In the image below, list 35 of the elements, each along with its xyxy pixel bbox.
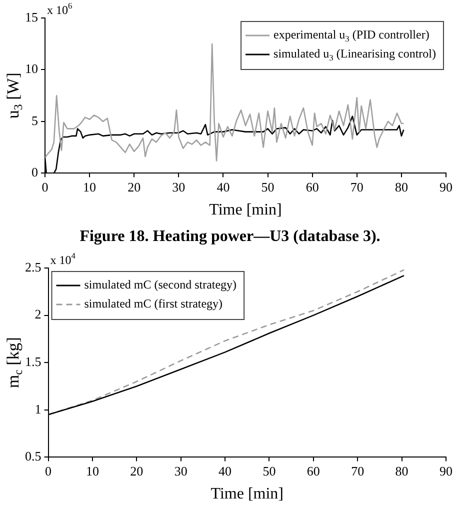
x-tick-label: 0 [45,463,52,478]
x-tick-label: 30 [172,179,186,194]
x-tick-label: 70 [351,463,364,478]
y-axis-title: mc [kg] [3,337,26,388]
x-tick-label: 90 [440,463,452,478]
y-tick-label: 1 [34,401,42,416]
x-tick-label: 60 [306,179,319,194]
y-tick-label: 10 [25,61,38,76]
x-tick-label: 80 [395,463,408,478]
y-tick-label: 0 [32,164,38,180]
y-tick-label: 1.5 [25,354,42,370]
x-axis-title: Time [min] [209,202,282,219]
x-tick-label: 60 [306,463,320,478]
x-tick-label: 50 [261,179,274,194]
x-tick-label: 40 [216,179,230,194]
legend-label: simulated mC (first strategy) [84,296,223,311]
x-tick-label: 10 [86,463,99,478]
caption: Figure 18. Heating power—U3 (database 3). [78,227,382,247]
y-tick-label: 2 [34,306,42,322]
y-tick-label: 0.5 [25,448,42,464]
legend-label: simulated mC (second strategy) [84,278,237,292]
x-tick-label: 20 [128,179,141,194]
y-tick-label: 2.5 [25,259,42,274]
x-tick-label: 90 [440,179,452,194]
x-tick-label: 70 [350,179,364,194]
x-tick-label: 50 [262,463,276,478]
y-axis-title: u3 [W] [3,72,26,119]
x-tick-label: 20 [130,463,144,478]
x-tick-label: 30 [174,463,188,478]
x-axis-title: Time [min] [210,486,284,503]
y-tick-label: 15 [25,9,38,24]
x-tick-label: 10 [83,179,96,194]
x-tick-label: 80 [394,179,408,194]
x-tick-label: 40 [218,463,232,478]
y-tick-label: 5 [32,112,38,128]
